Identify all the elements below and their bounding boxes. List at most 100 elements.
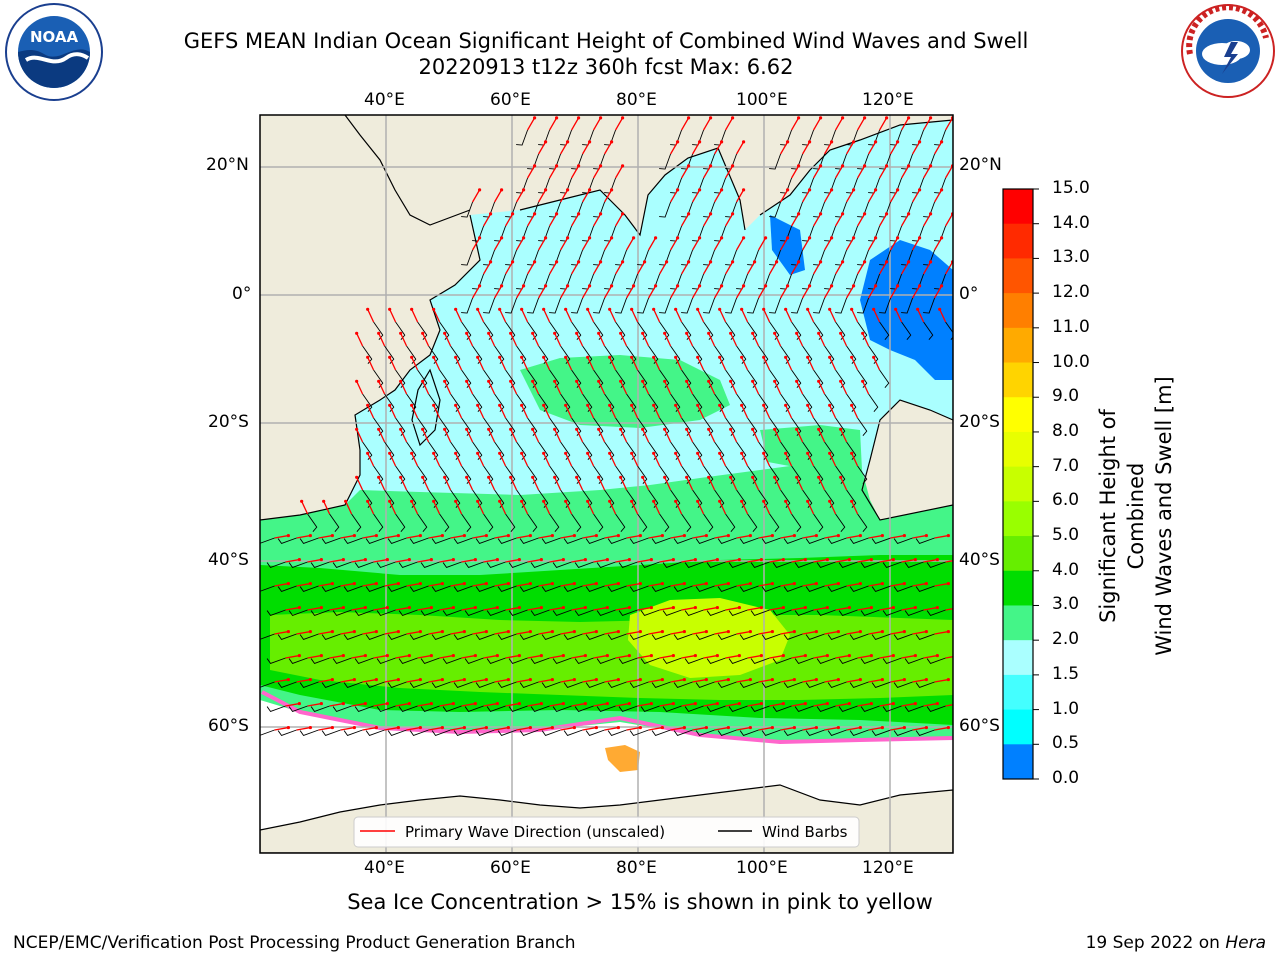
wave-arrow-head (377, 475, 381, 479)
wave-arrow-head (616, 677, 620, 682)
wave-direction-arrow (670, 630, 685, 635)
wave-arrow-head (608, 355, 612, 359)
wind-barb (846, 441, 857, 460)
wind-barb (398, 705, 418, 713)
wave-arrow-head (341, 557, 345, 562)
wind-barb (571, 297, 584, 314)
wave-arrow-head (575, 427, 579, 431)
wind-barb (651, 633, 671, 641)
wave-direction-arrow (692, 237, 701, 251)
wave-direction-arrow (802, 285, 811, 299)
wind-barb (376, 657, 396, 665)
wave-direction-arrow (642, 333, 650, 347)
wave-direction-arrow (659, 558, 674, 563)
wave-arrow-head (773, 427, 777, 431)
wave-direction-arrow (824, 534, 839, 539)
wave-direction-arrow (901, 261, 910, 275)
wind-barb (695, 729, 715, 737)
wind-barb (461, 249, 474, 266)
wave-direction-arrow (318, 678, 333, 683)
wave-direction-arrow (934, 582, 949, 587)
wind-barb (527, 513, 538, 532)
wave-arrow-head (620, 260, 625, 264)
wave-arrow-head (785, 236, 790, 240)
wind-barb (549, 369, 560, 388)
wind-barb (519, 729, 539, 737)
wave-arrow-head (693, 557, 697, 562)
wave-arrow-head (506, 533, 510, 538)
wave-direction-arrow (582, 189, 591, 203)
wave-direction-arrow (450, 630, 465, 635)
wind-barb (662, 705, 682, 713)
wave-arrow-head (958, 702, 961, 705)
wave-direction-arrow (472, 237, 481, 251)
wave-arrow-head (663, 331, 667, 335)
wind-barb (505, 297, 518, 314)
wind-barb (692, 441, 703, 460)
wave-arrow-head (913, 653, 917, 658)
wave-arrow-head (675, 140, 680, 144)
wave-arrow-head (817, 379, 821, 383)
wave-arrow-head (484, 677, 488, 682)
wave-arrow-head (630, 499, 634, 503)
wave-arrow-head (891, 557, 895, 562)
wind-barb (530, 657, 550, 665)
wind-barb (780, 489, 791, 508)
wave-arrow-head (520, 355, 524, 359)
coastlines (260, 115, 953, 521)
wind-barb (453, 681, 473, 689)
wave-arrow-head (432, 403, 436, 407)
wave-direction-arrow (615, 558, 630, 563)
wind-barb (618, 657, 638, 665)
wind-barb (838, 705, 858, 713)
wind-barb (343, 585, 363, 593)
wind-barb (607, 681, 627, 689)
wave-direction-arrow (406, 582, 421, 587)
wind-barb (728, 561, 748, 569)
wind-barb (538, 441, 549, 460)
wind-barb (310, 561, 330, 569)
lat-tick-left: 60°S (208, 716, 249, 736)
wave-direction-arrow (598, 477, 606, 491)
wave-direction-arrow (807, 357, 815, 371)
wave-arrow-head (917, 140, 922, 144)
wave-direction-arrow (483, 213, 492, 227)
wave-arrow-head (708, 164, 713, 168)
wave-direction-arrow (510, 477, 518, 491)
wave-arrow-head (751, 379, 755, 383)
wave-direction-arrow (780, 189, 789, 203)
wave-direction-arrow (549, 558, 564, 563)
wave-direction-arrow (274, 630, 289, 635)
wind-barb (615, 369, 626, 388)
wave-direction-arrow (362, 678, 377, 683)
wave-direction-arrow (367, 453, 375, 467)
wave-direction-arrow (851, 309, 859, 323)
wave-arrow-head (660, 677, 664, 682)
wave-direction-arrow (477, 309, 485, 323)
wind-barb (549, 297, 562, 314)
wind-barb (442, 609, 462, 617)
wave-arrow-head (473, 605, 477, 610)
wave-arrow-head (421, 379, 425, 383)
wave-direction-arrow (890, 141, 899, 155)
wave-arrow-head (917, 236, 922, 240)
wind-barb (761, 537, 781, 545)
wind-barb (409, 585, 429, 593)
wave-arrow-head (737, 557, 741, 562)
wave-arrow-head (818, 164, 823, 168)
wave-arrow-head (902, 581, 906, 586)
wave-arrow-head (796, 164, 801, 168)
wind-barb (398, 609, 418, 617)
wave-arrow-head (322, 499, 326, 503)
wave-arrow-head (806, 499, 810, 503)
wave-arrow-head (850, 451, 854, 455)
wave-direction-arrow (725, 606, 740, 611)
wind-barb (354, 609, 374, 617)
wave-arrow-head (906, 212, 911, 216)
wind-barb (893, 537, 913, 545)
wave-arrow-head (487, 379, 491, 383)
wave-direction-arrow (604, 630, 619, 635)
run-date: 19 Sep 2022 on Hera (1085, 933, 1266, 953)
wave-direction-arrow (664, 381, 672, 395)
wave-direction-arrow (813, 165, 822, 179)
